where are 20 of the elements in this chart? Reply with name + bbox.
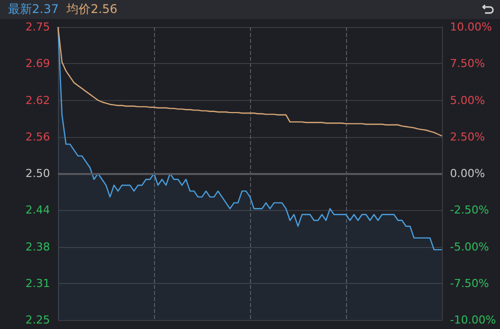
- y-tick-label: 2.44: [26, 204, 50, 217]
- y-tick-label: 2.62: [26, 94, 50, 107]
- y2-tick-label: 5.00%: [450, 94, 485, 107]
- text: 均价2.56: [66, 2, 118, 16]
- text: 最新2.37: [8, 2, 59, 16]
- y2-tick-label: 7.50%: [450, 57, 485, 70]
- y2-tick-label: 0.00%: [450, 167, 485, 180]
- y2-tick-label: -7.50%: [450, 276, 489, 290]
- y2-tick-label: -5.00%: [450, 240, 489, 254]
- y-tick-label: 2.25: [26, 314, 50, 326]
- y-tick-label: 2.38: [26, 240, 50, 254]
- y-tick-label: 2.75: [26, 20, 50, 34]
- y2-tick-label: -2.50%: [450, 204, 489, 217]
- y-tick-label: 2.69: [26, 57, 50, 70]
- y-tick-label: 2.31: [26, 276, 50, 290]
- y-tick-label: 2.50: [26, 167, 50, 180]
- y2-tick-label: 2.50%: [450, 130, 485, 144]
- y2-tick-label: -10.00%: [450, 314, 496, 326]
- y-tick-label: 2.56: [26, 130, 50, 144]
- y2-tick-label: 10.00%: [450, 20, 492, 34]
